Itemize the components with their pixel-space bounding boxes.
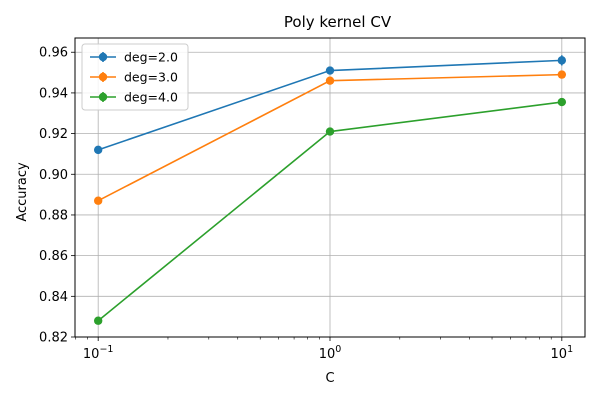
data-point — [93, 316, 103, 325]
x-tick-label: 101 — [551, 344, 574, 362]
data-point — [325, 127, 335, 136]
legend-item: deg=4.0 — [90, 90, 178, 105]
y-tick-label: 0.96 — [39, 46, 68, 61]
legend-marker — [98, 72, 108, 82]
y-axis-label: Accuracy — [15, 162, 30, 222]
legend-box — [81, 43, 189, 111]
data-point — [93, 145, 103, 155]
legend-label: deg=3.0 — [124, 70, 178, 85]
series-2 — [93, 70, 567, 205]
legend-label: deg=2.0 — [124, 50, 178, 65]
ticks: 0.82 0.84 0.86 0.88 0.90 0.92 0.94 0.96 10−1 100 1… — [39, 46, 573, 362]
y-tick-label: 0.86 — [39, 249, 68, 264]
y-tick-label: 0.82 — [39, 331, 68, 346]
x-tick-label: 10−1 — [83, 344, 114, 362]
legend-marker — [98, 52, 108, 62]
data-point — [557, 97, 567, 107]
chart-title: Poly kernel CV — [284, 13, 392, 31]
legend: deg=2.0 deg=3.0 deg=4.0 — [81, 43, 189, 111]
y-tick-label: 0.90 — [39, 168, 68, 183]
legend-item: deg=2.0 — [90, 50, 178, 65]
series-layer — [93, 55, 567, 325]
y-tick-label: 0.84 — [39, 290, 68, 305]
legend-marker — [98, 92, 108, 102]
data-point — [325, 76, 335, 85]
series-3 — [93, 97, 567, 325]
data-point — [93, 196, 103, 205]
y-tick-label: 0.92 — [39, 127, 68, 142]
data-point — [325, 66, 335, 75]
data-point — [557, 56, 567, 65]
y-tick-label: 0.94 — [39, 86, 68, 101]
x-axis-label: C — [325, 371, 334, 386]
x-tick-label: 100 — [319, 344, 342, 362]
legend-label: deg=4.0 — [124, 90, 178, 105]
y-tick-label: 0.88 — [39, 208, 68, 223]
series-1 — [93, 55, 567, 155]
data-point — [557, 70, 567, 79]
legend-item: deg=3.0 — [90, 70, 178, 85]
